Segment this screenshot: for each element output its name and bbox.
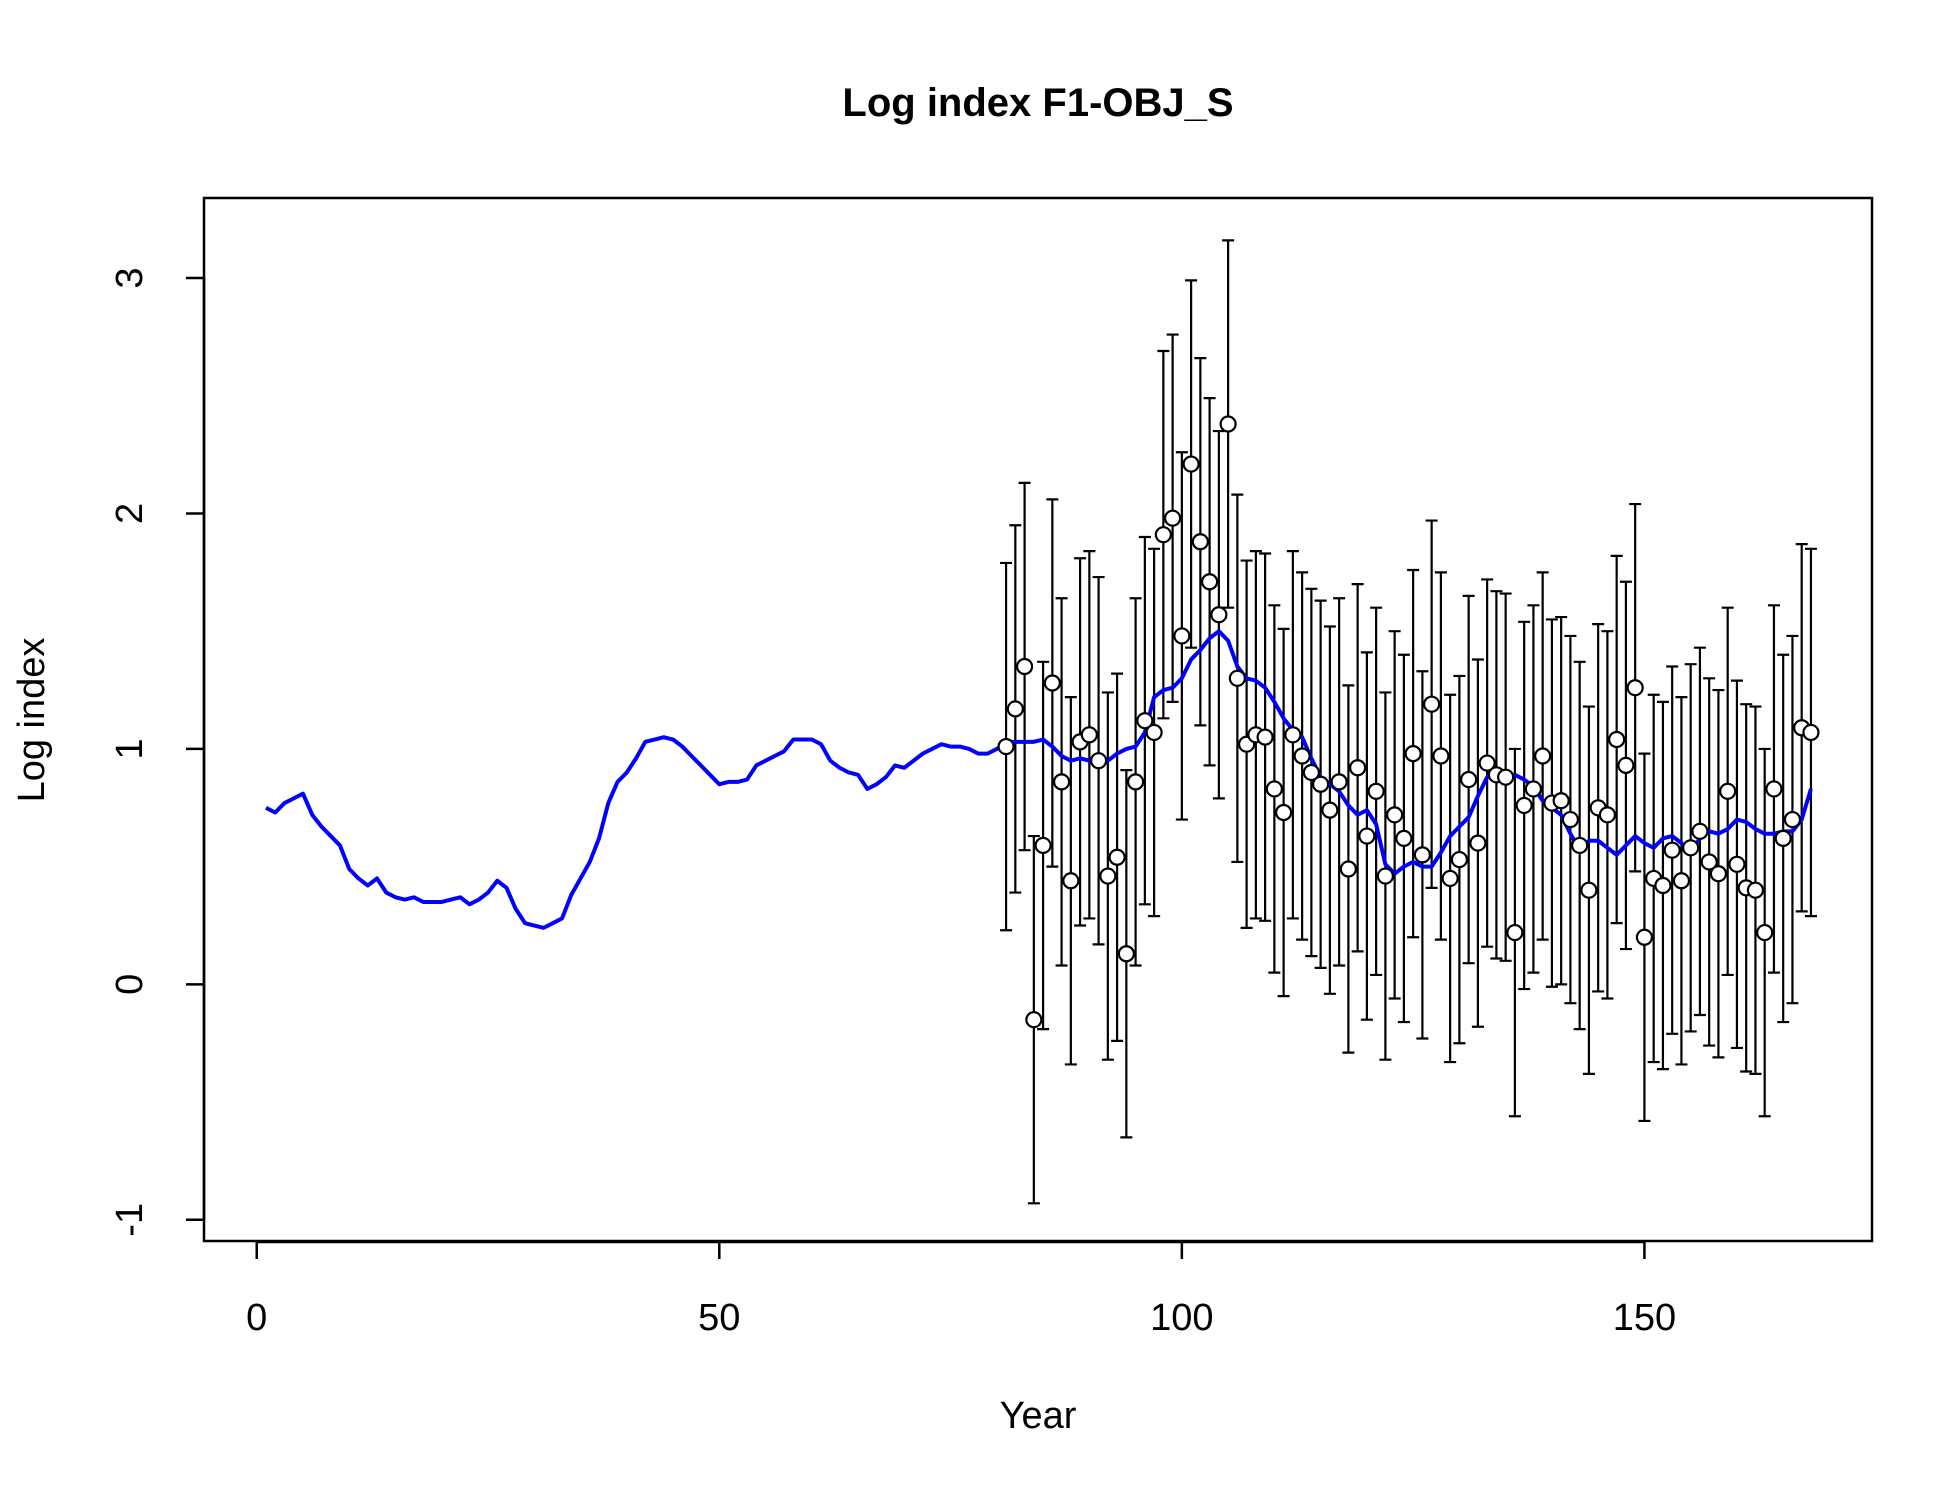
data-point xyxy=(1460,770,1478,789)
data-point xyxy=(1672,872,1691,890)
data-point xyxy=(1774,829,1792,847)
data-point xyxy=(1700,853,1718,871)
data-point xyxy=(1598,806,1617,824)
data-point xyxy=(1802,723,1820,742)
data-point xyxy=(1691,822,1709,840)
data-point xyxy=(1386,806,1404,824)
data-point xyxy=(1219,415,1237,433)
data-point xyxy=(1765,780,1783,798)
x-tick-label: 50 xyxy=(698,1297,740,1339)
data-point xyxy=(1608,730,1626,749)
data-point xyxy=(1164,509,1182,527)
x-tick-label: 150 xyxy=(1613,1297,1676,1339)
data-point xyxy=(1201,573,1219,591)
data-point xyxy=(1432,747,1450,765)
data-point xyxy=(997,737,1015,756)
data-point xyxy=(1756,923,1774,942)
data-point xyxy=(1497,768,1515,786)
data-point xyxy=(1663,841,1681,859)
data-point xyxy=(1358,827,1376,845)
data-point xyxy=(1228,669,1246,687)
data-point xyxy=(1746,881,1765,899)
data-point xyxy=(1330,773,1348,791)
data-point xyxy=(1654,876,1672,895)
data-point xyxy=(1423,695,1441,713)
data-point xyxy=(1089,752,1108,770)
y-tick-label: 0 xyxy=(109,974,151,995)
data-point xyxy=(1626,679,1644,697)
x-axis-label: Year xyxy=(1000,1395,1077,1437)
y-tick-label: 2 xyxy=(109,503,151,524)
data-point xyxy=(1395,829,1413,847)
data-point xyxy=(1571,836,1589,855)
data-point xyxy=(1617,756,1635,775)
y-tick-label: -1 xyxy=(109,1203,151,1237)
data-point xyxy=(1256,728,1274,746)
data-point xyxy=(1275,803,1293,822)
data-point xyxy=(1015,657,1034,676)
data-point xyxy=(1154,526,1172,544)
data-point xyxy=(1728,855,1746,873)
data-point xyxy=(1025,1011,1043,1029)
data-point xyxy=(1783,810,1802,829)
data-point xyxy=(1534,747,1552,765)
data-point xyxy=(1302,763,1320,782)
data-point xyxy=(1006,700,1024,718)
data-point xyxy=(1210,606,1228,624)
data-point xyxy=(1293,747,1311,765)
data-point xyxy=(1635,928,1654,946)
data-point xyxy=(1441,869,1459,888)
chart-title: Log index F1-OBJ_S xyxy=(842,81,1233,125)
data-point xyxy=(1719,782,1737,800)
y-tick-label: 3 xyxy=(109,267,151,288)
data-point xyxy=(1404,745,1422,763)
data-point xyxy=(1478,754,1496,772)
data-point xyxy=(1052,773,1071,791)
data-point xyxy=(1367,782,1385,800)
data-point xyxy=(1682,839,1700,857)
data-point xyxy=(1265,780,1283,798)
data-point xyxy=(1506,923,1524,942)
data-point xyxy=(1321,801,1339,819)
data-point xyxy=(1580,881,1598,899)
data-point xyxy=(1561,810,1580,829)
data-point xyxy=(1339,860,1357,878)
data-point xyxy=(1515,796,1533,815)
data-point xyxy=(1117,945,1135,963)
data-point xyxy=(1450,850,1468,869)
x-tick-label: 100 xyxy=(1150,1297,1213,1339)
data-point xyxy=(1034,836,1052,855)
data-point xyxy=(1349,759,1367,777)
data-point xyxy=(1413,846,1431,864)
data-point xyxy=(1284,726,1302,744)
data-point xyxy=(1469,834,1487,852)
data-point xyxy=(1145,723,1163,742)
data-point xyxy=(1173,627,1191,645)
data-point xyxy=(1127,773,1145,791)
data-point xyxy=(1182,455,1200,473)
y-axis-label: Log index xyxy=(11,638,53,803)
data-point xyxy=(1043,674,1061,692)
data-point xyxy=(1108,848,1126,866)
data-point xyxy=(1191,533,1209,551)
data-point xyxy=(1136,712,1154,730)
data-point xyxy=(1312,775,1330,793)
data-point xyxy=(1709,865,1728,883)
y-tick-label: 1 xyxy=(109,738,151,759)
data-point xyxy=(1062,872,1080,890)
data-point xyxy=(1524,780,1543,798)
data-point xyxy=(1376,867,1394,885)
data-point xyxy=(1552,792,1570,810)
data-point xyxy=(1099,867,1117,885)
data-point xyxy=(1080,726,1098,744)
x-tick-label: 0 xyxy=(246,1297,267,1339)
